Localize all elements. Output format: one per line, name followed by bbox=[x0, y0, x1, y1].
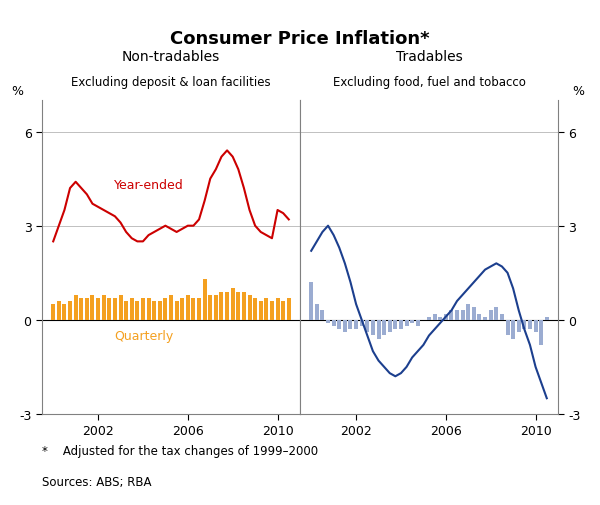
Bar bbox=[483, 317, 487, 320]
Bar bbox=[449, 311, 454, 320]
Bar bbox=[186, 295, 190, 320]
Bar bbox=[265, 298, 268, 320]
Text: Year-ended: Year-ended bbox=[114, 179, 184, 192]
Text: %: % bbox=[11, 85, 23, 98]
Bar bbox=[533, 320, 538, 333]
Bar bbox=[365, 320, 370, 333]
Bar bbox=[488, 311, 493, 320]
Bar bbox=[57, 301, 61, 320]
Bar bbox=[539, 320, 543, 345]
Bar bbox=[354, 320, 358, 330]
Bar bbox=[506, 320, 509, 336]
Bar bbox=[91, 295, 94, 320]
Bar bbox=[315, 305, 319, 320]
Bar bbox=[320, 311, 325, 320]
Bar bbox=[236, 292, 241, 320]
Bar bbox=[275, 298, 280, 320]
Bar bbox=[214, 295, 218, 320]
Bar bbox=[146, 298, 151, 320]
Bar bbox=[337, 320, 341, 330]
Text: Excluding food, fuel and tobacco: Excluding food, fuel and tobacco bbox=[332, 76, 526, 88]
Bar bbox=[175, 301, 179, 320]
Bar bbox=[438, 317, 442, 320]
Text: Tradables: Tradables bbox=[395, 49, 463, 64]
Bar bbox=[85, 298, 89, 320]
Bar bbox=[197, 298, 201, 320]
Bar bbox=[478, 314, 481, 320]
Bar bbox=[141, 298, 145, 320]
Bar bbox=[253, 298, 257, 320]
Bar bbox=[287, 298, 291, 320]
Bar bbox=[281, 301, 285, 320]
Bar bbox=[230, 289, 235, 320]
Text: %: % bbox=[572, 85, 584, 98]
Bar bbox=[191, 298, 196, 320]
Bar bbox=[74, 295, 77, 320]
Bar bbox=[130, 298, 134, 320]
Bar bbox=[270, 301, 274, 320]
Bar bbox=[169, 295, 173, 320]
Bar bbox=[79, 298, 83, 320]
Text: Quarterly: Quarterly bbox=[114, 329, 173, 342]
Bar bbox=[208, 295, 212, 320]
Bar bbox=[136, 301, 139, 320]
Bar bbox=[377, 320, 380, 339]
Bar bbox=[494, 308, 499, 320]
Bar bbox=[119, 295, 122, 320]
Text: Consumer Price Inflation*: Consumer Price Inflation* bbox=[170, 30, 430, 48]
Bar bbox=[349, 320, 352, 330]
Bar bbox=[545, 317, 549, 320]
Bar bbox=[68, 301, 72, 320]
Bar bbox=[152, 301, 156, 320]
Bar bbox=[96, 298, 100, 320]
Bar bbox=[382, 320, 386, 336]
Bar bbox=[359, 320, 364, 326]
Bar bbox=[410, 320, 414, 323]
Text: *    Adjusted for the tax changes of 1999–2000: * Adjusted for the tax changes of 1999–2… bbox=[42, 444, 318, 458]
Text: Non-tradables: Non-tradables bbox=[122, 49, 220, 64]
Bar bbox=[220, 292, 223, 320]
Bar bbox=[225, 292, 229, 320]
Bar bbox=[517, 320, 521, 333]
Bar bbox=[511, 320, 515, 339]
Bar bbox=[259, 301, 263, 320]
Bar bbox=[371, 320, 375, 336]
Bar bbox=[248, 295, 251, 320]
Bar bbox=[416, 320, 420, 326]
Bar bbox=[444, 314, 448, 320]
Text: Excluding deposit & loan facilities: Excluding deposit & loan facilities bbox=[71, 76, 271, 88]
Bar bbox=[51, 305, 55, 320]
Bar bbox=[461, 311, 464, 320]
Bar bbox=[394, 320, 397, 330]
Bar bbox=[427, 317, 431, 320]
Bar bbox=[180, 298, 184, 320]
Bar bbox=[332, 320, 335, 326]
Bar bbox=[124, 301, 128, 320]
Bar bbox=[326, 320, 330, 323]
Text: Sources: ABS; RBA: Sources: ABS; RBA bbox=[42, 475, 151, 488]
Bar bbox=[101, 295, 106, 320]
Bar bbox=[528, 320, 532, 330]
Bar bbox=[472, 308, 476, 320]
Bar bbox=[404, 320, 409, 326]
Bar bbox=[203, 279, 206, 320]
Bar bbox=[309, 283, 313, 320]
Bar bbox=[343, 320, 347, 333]
Bar bbox=[388, 320, 392, 333]
Bar bbox=[399, 320, 403, 330]
Bar bbox=[158, 301, 162, 320]
Bar bbox=[113, 298, 117, 320]
Bar bbox=[455, 311, 459, 320]
Bar bbox=[523, 320, 526, 330]
Bar bbox=[163, 298, 167, 320]
Bar bbox=[62, 305, 67, 320]
Bar bbox=[500, 314, 504, 320]
Bar bbox=[466, 305, 470, 320]
Bar bbox=[433, 314, 437, 320]
Bar bbox=[242, 292, 246, 320]
Bar bbox=[107, 298, 112, 320]
